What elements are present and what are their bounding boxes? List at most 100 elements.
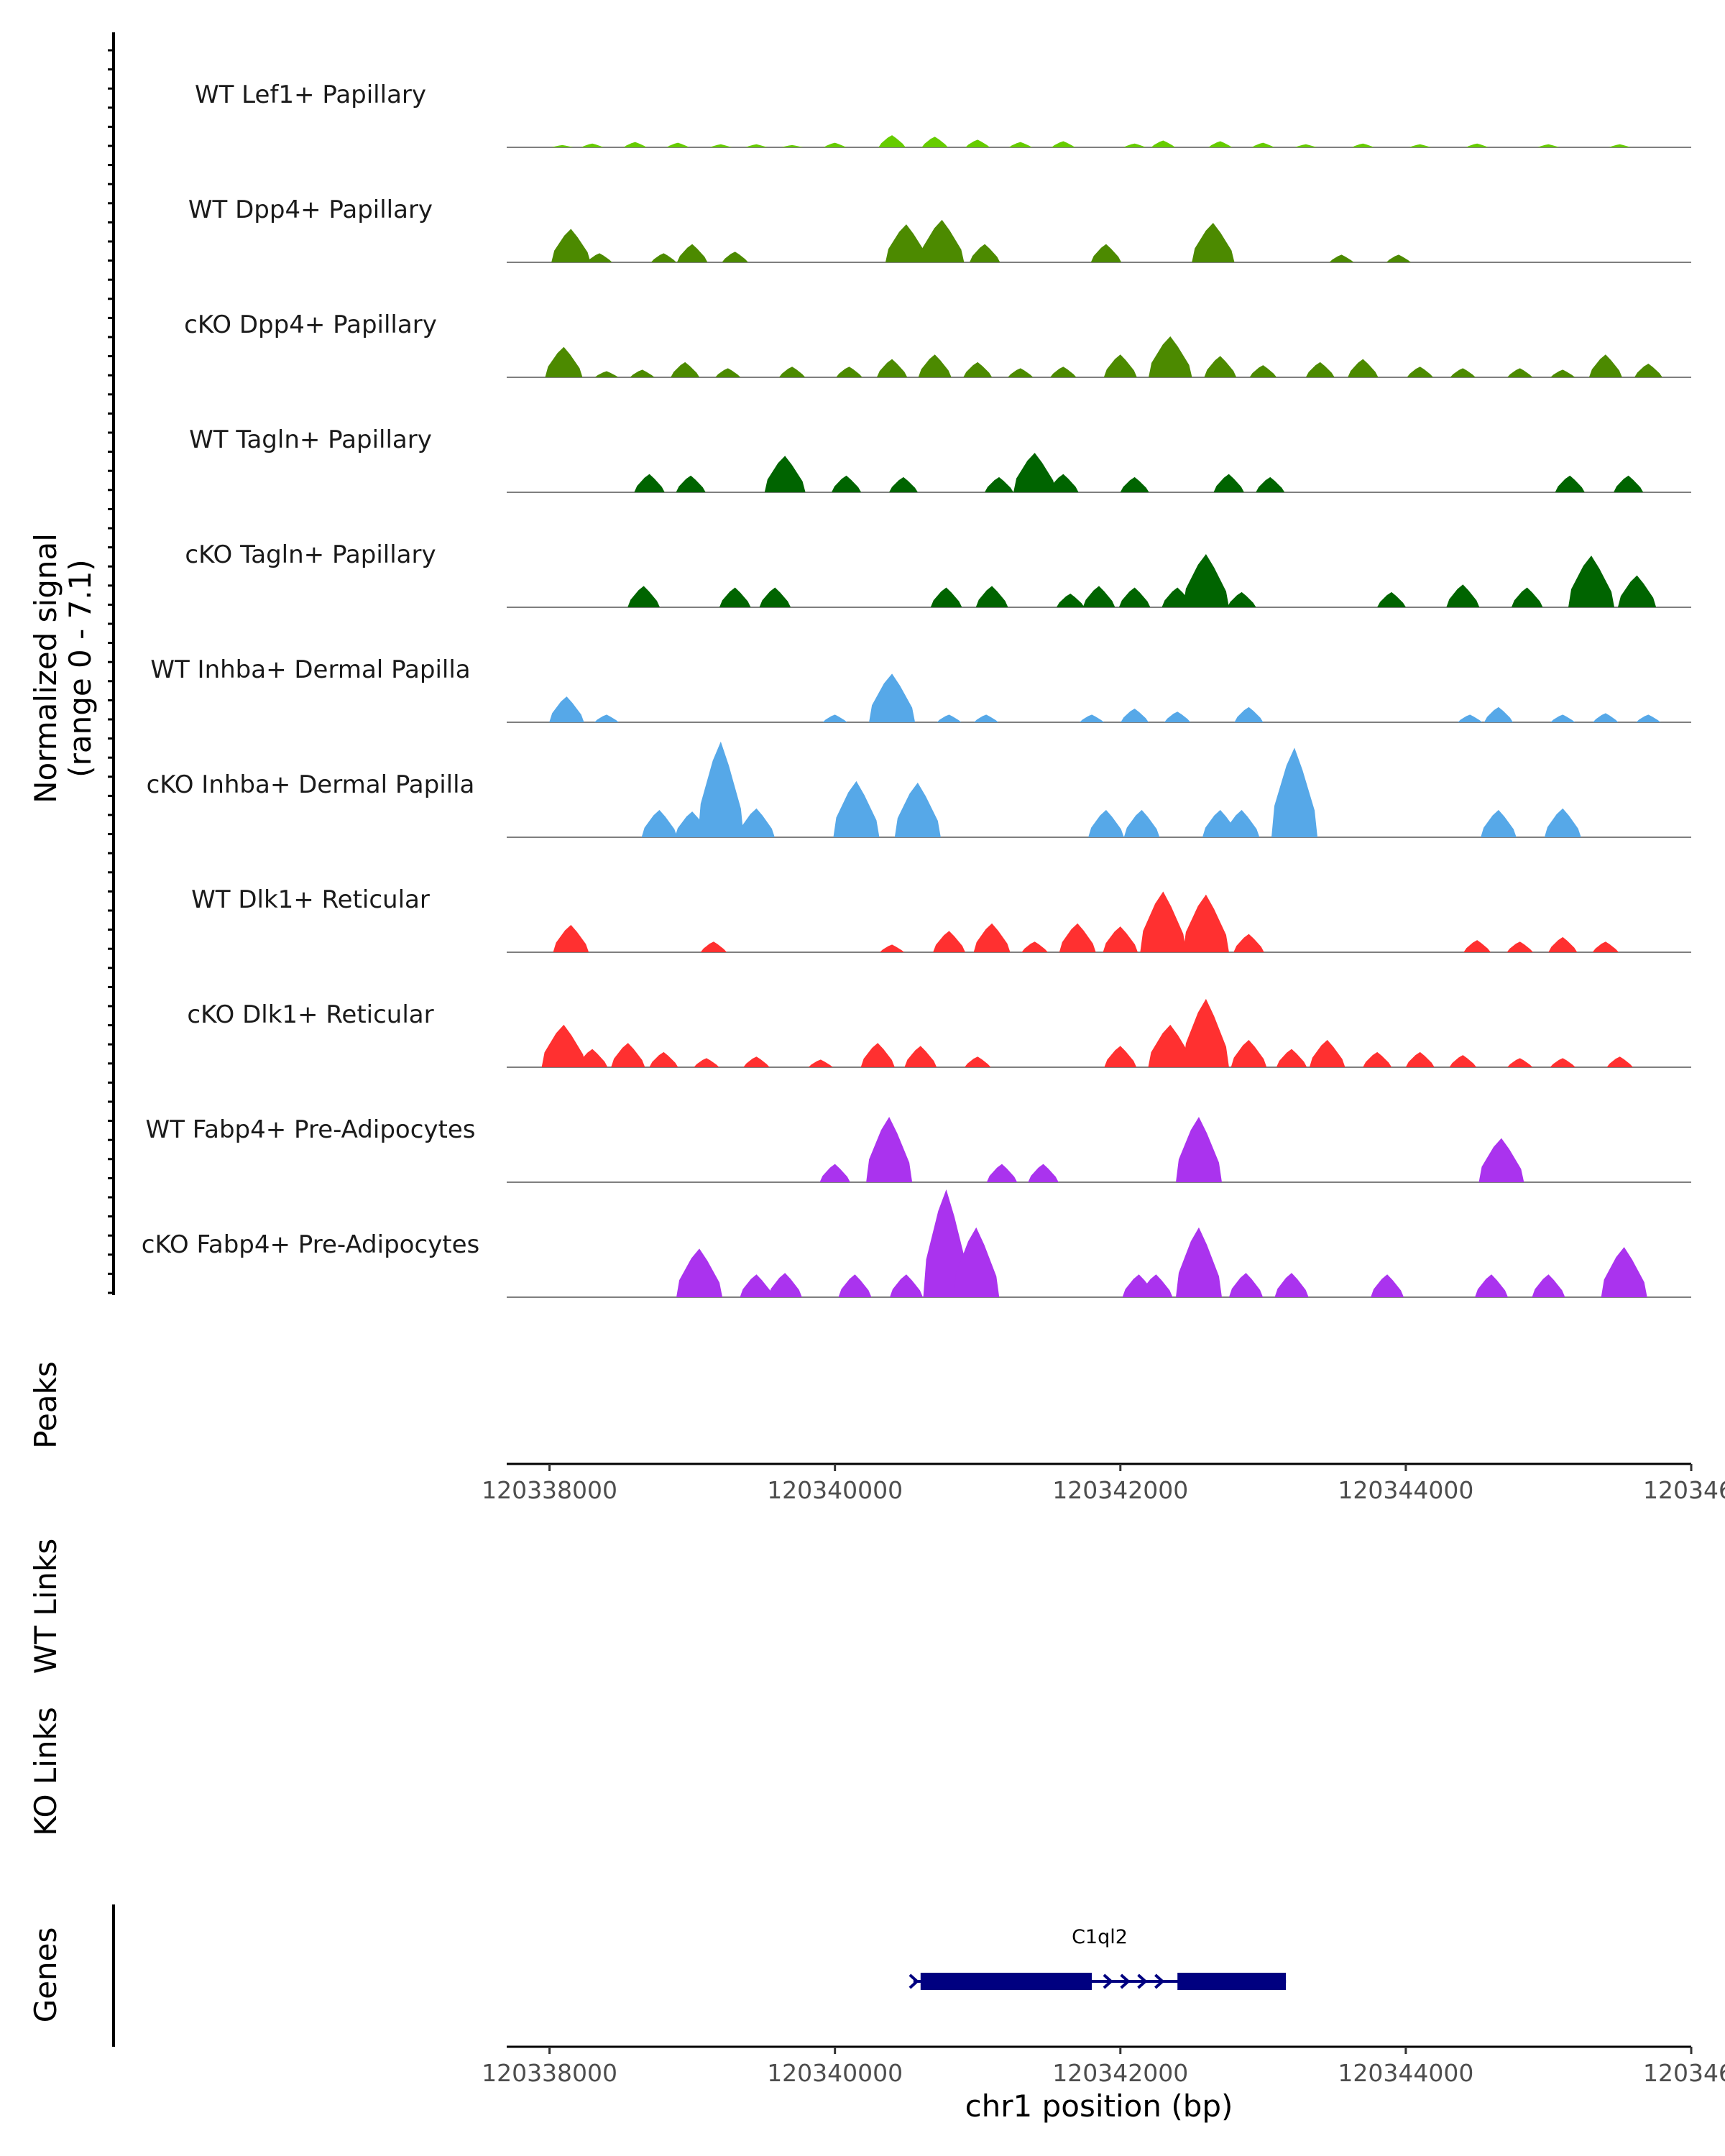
- signal-peak: [1080, 714, 1105, 722]
- x-tick-label: 120338000: [482, 2059, 617, 2087]
- signal-peak: [880, 944, 905, 952]
- signal-peak: [823, 142, 847, 147]
- signal-peak: [764, 456, 806, 492]
- track-label: WT Lef1+ Papillary: [195, 80, 426, 109]
- signal-peak: [1548, 936, 1578, 952]
- signal-peak: [541, 1024, 586, 1067]
- signal-peak: [594, 371, 619, 377]
- signal-peak: [1568, 556, 1615, 607]
- x-axis-label: chr1 position (bp): [965, 2088, 1233, 2124]
- signal-peak: [1481, 809, 1517, 837]
- signal-peak: [1051, 141, 1075, 147]
- signal-peak: [1233, 934, 1264, 952]
- signal-peak: [1192, 223, 1235, 262]
- signal-peak: [985, 476, 1014, 492]
- signal-peak: [694, 1058, 719, 1067]
- signal-peak: [576, 1049, 608, 1067]
- signal-peak: [1309, 1039, 1346, 1067]
- signal-peak: [676, 244, 708, 262]
- signal-peak: [1550, 714, 1576, 722]
- panel-label-ko-links: KO Links: [28, 1707, 63, 1836]
- signal-peak: [869, 673, 916, 722]
- signal-peak: [1228, 1273, 1264, 1297]
- signal-peak: [1609, 144, 1631, 147]
- signal-peak: [1371, 1274, 1404, 1297]
- signal-peak: [921, 137, 948, 147]
- signal-peak: [1478, 1138, 1524, 1182]
- signal-peak: [975, 586, 1008, 607]
- track: WT Dlk1+ Reticular: [191, 885, 1691, 953]
- signal-peak: [740, 1274, 773, 1297]
- signal-peak: [1208, 141, 1233, 147]
- signal-peak: [1329, 254, 1354, 262]
- signal-peak: [894, 782, 941, 837]
- signal-peak: [743, 1056, 770, 1067]
- signal-peak: [581, 143, 604, 147]
- signal-peak: [778, 367, 806, 377]
- x-tick-label: 120342000: [1052, 1476, 1188, 1504]
- signal-peak: [822, 714, 847, 722]
- signal-peak: [1088, 809, 1124, 837]
- signal-peak: [1213, 474, 1244, 492]
- signal-peak: [937, 714, 962, 722]
- signal-peak: [1363, 1051, 1392, 1067]
- signal-peak: [627, 586, 661, 607]
- signal-peak: [1588, 354, 1622, 377]
- x-tick-label: 120340000: [767, 1476, 903, 1504]
- signal-peak: [860, 1043, 895, 1067]
- track-label: cKO Fabp4+ Pre-Adipocytes: [142, 1230, 480, 1259]
- signal-peak: [833, 780, 880, 837]
- signal-peak: [1475, 1274, 1509, 1297]
- peaks-x-axis: 120338000 120340000 120342000 120344000 1203…: [482, 1464, 1725, 1504]
- signal-peak: [973, 923, 1011, 952]
- signal-peak: [1230, 1039, 1267, 1067]
- signal-peak: [953, 1227, 1000, 1297]
- signal-peak: [888, 476, 918, 492]
- signal-peak: [866, 1117, 913, 1182]
- track: WT Inhba+ Dermal Papilla: [150, 655, 1691, 723]
- signal-peak: [745, 144, 768, 147]
- track: WT Fabp4+ Pre-Adipocytes: [146, 1115, 1691, 1183]
- signal-peak: [1090, 244, 1122, 262]
- signal-peak: [1305, 361, 1335, 377]
- signal-peak: [1175, 1117, 1222, 1182]
- signal-peak: [1120, 476, 1149, 492]
- signal-peak: [549, 696, 584, 722]
- signal-peak: [1164, 711, 1191, 722]
- signal-peak: [969, 244, 1000, 262]
- signal-peak: [1463, 940, 1491, 952]
- x-tick-label: 1203460: [1643, 1476, 1725, 1504]
- strand-arrow: [1137, 1973, 1148, 1989]
- signal-peak: [1118, 587, 1151, 607]
- signal-peak: [623, 142, 647, 147]
- signal-peak: [1409, 144, 1431, 147]
- signal-peak: [1466, 143, 1489, 147]
- x-tick-label: 120340000: [767, 2059, 903, 2087]
- signal-peak: [1182, 894, 1229, 952]
- signal-peak: [594, 714, 619, 722]
- track-label: cKO Inhba+ Dermal Papilla: [147, 770, 475, 799]
- track: WT Dpp4+ Papillary: [188, 195, 1691, 263]
- signal-peak: [1271, 747, 1318, 837]
- x-tick-label: 120344000: [1338, 1476, 1473, 1504]
- signal-peak: [650, 253, 677, 262]
- x-tick-label: 120338000: [482, 1476, 617, 1504]
- signal-peak: [545, 346, 583, 377]
- panel-label-wt-links: WT Links: [28, 1539, 63, 1674]
- x-tick-label: 120344000: [1338, 2059, 1473, 2087]
- signal-peak: [1056, 593, 1085, 607]
- y-axis-label: Normalized signal: [28, 533, 63, 803]
- strand-arrow: [908, 1973, 919, 1989]
- signal-peak: [808, 1059, 833, 1067]
- signal-peak: [836, 367, 862, 377]
- signal-peak: [1377, 591, 1407, 607]
- signal-peak: [1450, 368, 1476, 377]
- signal-peak: [1182, 998, 1229, 1067]
- signal-peak: [1149, 336, 1192, 377]
- signal-peak: [1555, 475, 1585, 492]
- signal-peak: [933, 931, 965, 952]
- signal-peak: [1008, 142, 1032, 147]
- signal-peak: [1614, 475, 1644, 492]
- signal-peak: [1446, 584, 1480, 607]
- signal-peak: [1544, 808, 1581, 837]
